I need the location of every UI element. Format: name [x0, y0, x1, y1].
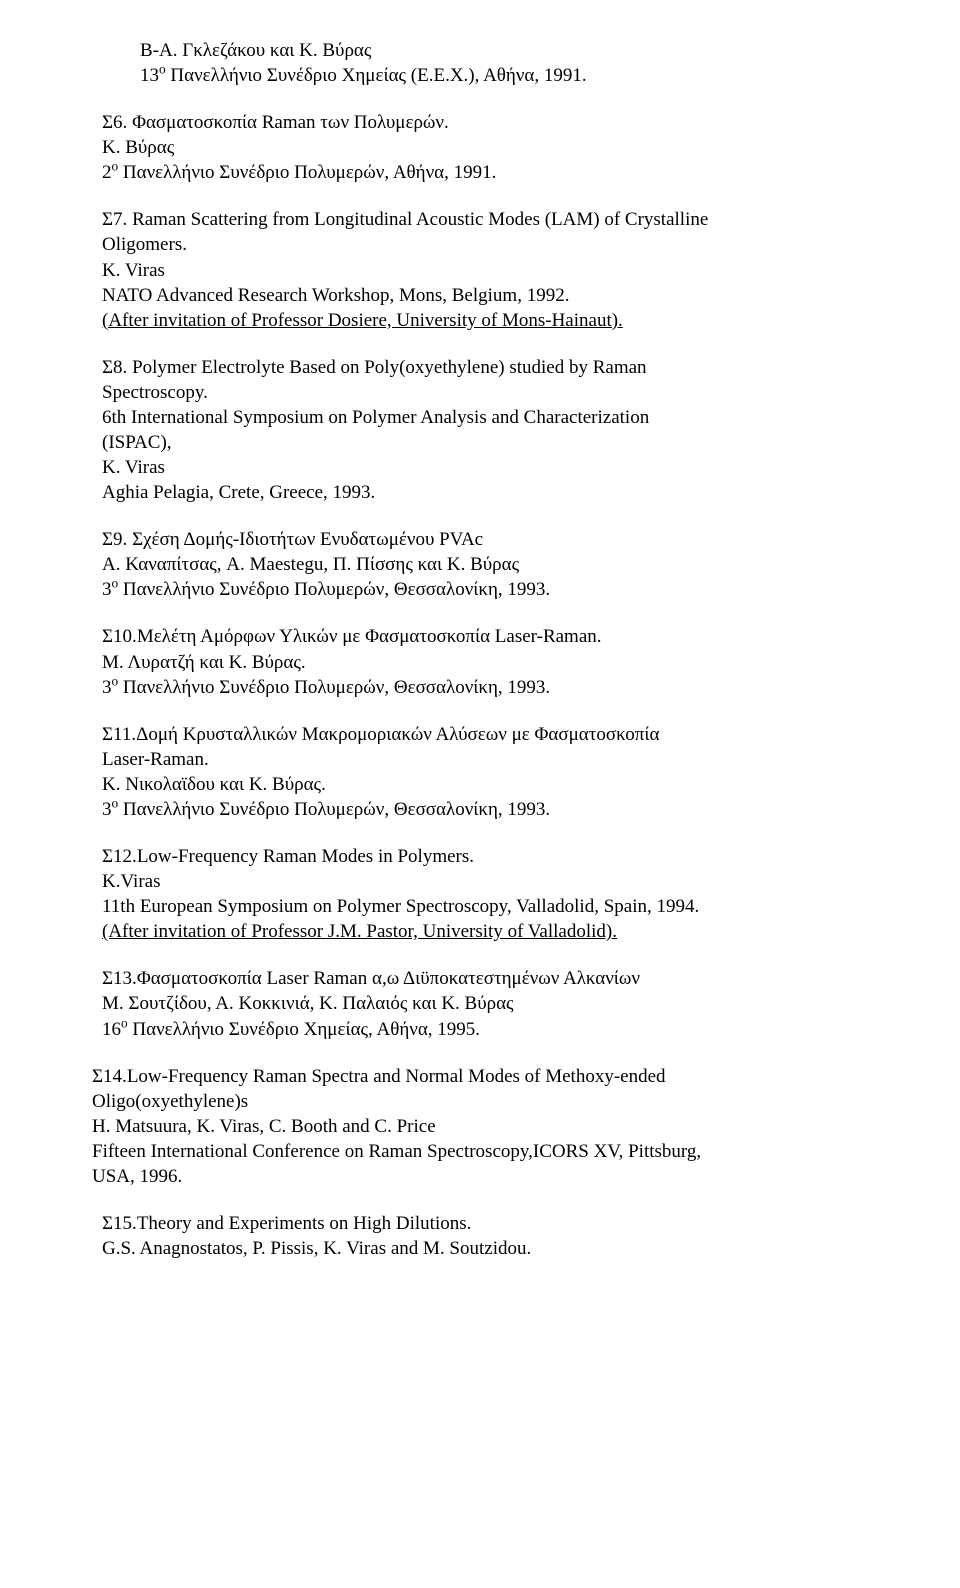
venue: 3ο Πανελλήνιο Συνέδριο Πολυμερών, Θεσσαλ… — [140, 675, 888, 700]
authors: H. Matsuura, K. Viras, C. Booth and C. P… — [140, 1114, 888, 1139]
place: Aghia Pelagia, Crete, Greece, 1993. — [140, 480, 888, 505]
note: (After invitation of Professor Dosiere, … — [140, 308, 888, 333]
title-line2: Spectroscopy. — [140, 380, 888, 405]
title-line1: Σ14.Low-Frequency Raman Spectra and Norm… — [140, 1064, 888, 1089]
venue: 11th European Symposium on Polymer Spect… — [140, 894, 888, 919]
authors: Μ. Σουτζίδου, Α. Κοκκινιά, Κ. Παλαιός κα… — [140, 991, 888, 1016]
entry-s7: Σ7. Raman Scattering from Longitudinal A… — [102, 207, 888, 332]
entry-s12: Σ12.Low-Frequency Raman Modes in Polymer… — [102, 844, 888, 944]
venue: 16ο Πανελλήνιο Συνέδριο Χημείας, Αθήνα, … — [140, 1017, 888, 1042]
authors: Κ. Νικολαϊδου και Κ. Βύρας. — [140, 772, 888, 797]
title-line1: Σ7. Raman Scattering from Longitudinal A… — [140, 207, 888, 232]
authors: K. Viras — [140, 258, 888, 283]
title: Σ13.Φασματοσκοπία Laser Raman α,ω Διϋποκ… — [140, 966, 888, 991]
entry-s13: Σ13.Φασματοσκοπία Laser Raman α,ω Διϋποκ… — [102, 966, 888, 1041]
entry-s9: Σ9. Σχέση Δομής-Ιδιοτήτων Ενυδατωμένου P… — [102, 527, 888, 602]
entry-s6: Σ6. Φασματοσκοπία Raman των Πολυμερών. Κ… — [102, 110, 888, 185]
title-line2: Oligo(oxyethylene)s — [140, 1089, 888, 1114]
authors: G.S. Anagnostatos, P. Pissis, K. Viras a… — [140, 1236, 888, 1261]
venue-line1: Fifteen International Conference on Rama… — [140, 1139, 888, 1164]
venue: 13ο Πανελλήνιο Συνέδριο Χημείας (Ε.Ε.Χ.)… — [102, 63, 888, 88]
title: Σ10.Μελέτη Αμόρφων Υλικών με Φασματοσκοπ… — [140, 624, 888, 649]
venue-line1: 6th International Symposium on Polymer A… — [140, 405, 888, 430]
entry-s11: Σ11.Δομή Κρυσταλλικών Μακρομοριακών Αλύσ… — [102, 722, 888, 822]
title: Σ9. Σχέση Δομής-Ιδιοτήτων Ενυδατωμένου P… — [140, 527, 888, 552]
venue-line2: USA, 1996. — [140, 1164, 888, 1189]
entry-head: Β-Α. Γκλεζάκου και Κ. Βύρας 13ο Πανελλήν… — [102, 38, 888, 88]
title-line1: Σ11.Δομή Κρυσταλλικών Μακρομοριακών Αλύσ… — [140, 722, 888, 747]
title: Σ15.Theory and Experiments on High Dilut… — [140, 1211, 888, 1236]
title-line1: Σ8. Polymer Electrolyte Based on Poly(ox… — [140, 355, 888, 380]
venue-line2: (ISPAC), — [140, 430, 888, 455]
authors: K. Viras — [140, 455, 888, 480]
entry-s15: Σ15.Theory and Experiments on High Dilut… — [102, 1211, 888, 1261]
authors: K.Viras — [140, 869, 888, 894]
venue: 2ο Πανελλήνιο Συνέδριο Πολυμερών, Αθήνα,… — [140, 160, 888, 185]
authors: Β-Α. Γκλεζάκου και Κ. Βύρας — [102, 38, 888, 63]
authors: Α. Καναπίτσας, A. Maestegu, Π. Πίσσης κα… — [140, 552, 888, 577]
title-line2: Laser-Raman. — [140, 747, 888, 772]
title: Σ6. Φασματοσκοπία Raman των Πολυμερών. — [140, 110, 888, 135]
venue: 3ο Πανελλήνιο Συνέδριο Πολυμερών, Θεσσαλ… — [140, 797, 888, 822]
venue: NATO Advanced Research Workshop, Mons, B… — [140, 283, 888, 308]
authors: Μ. Λυρατζή και Κ. Βύρας. — [140, 650, 888, 675]
entry-s8: Σ8. Polymer Electrolyte Based on Poly(ox… — [102, 355, 888, 505]
entry-s14: Σ14.Low-Frequency Raman Spectra and Norm… — [102, 1064, 888, 1189]
title: Σ12.Low-Frequency Raman Modes in Polymer… — [140, 844, 888, 869]
title-line2: Oligomers. — [140, 232, 888, 257]
note: (After invitation of Professor J.M. Past… — [140, 919, 888, 944]
venue: 3ο Πανελλήνιο Συνέδριο Πολυμερών, Θεσσαλ… — [140, 577, 888, 602]
authors: Κ. Βύρας — [140, 135, 888, 160]
entry-s10: Σ10.Μελέτη Αμόρφων Υλικών με Φασματοσκοπ… — [102, 624, 888, 699]
